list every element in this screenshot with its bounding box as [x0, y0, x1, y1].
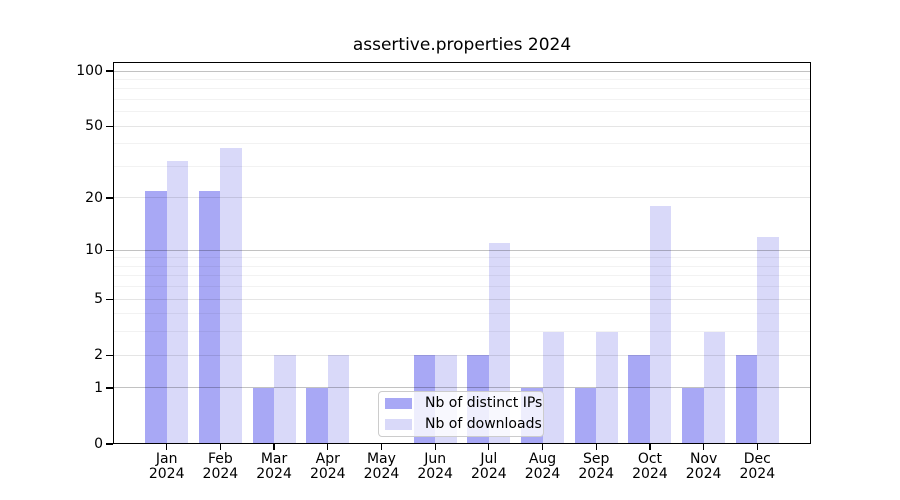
- x-tick-jul: [488, 444, 490, 450]
- bar-downloads-dec: [757, 236, 779, 444]
- x-label-year: 2024: [363, 466, 400, 482]
- x-label-month: Oct: [637, 451, 663, 467]
- bar-downloads-aug: [542, 331, 565, 444]
- y-tick-50: [106, 125, 113, 127]
- x-tick-dec: [756, 444, 758, 450]
- bar-downloads-mar: [274, 355, 296, 444]
- y-tick-label-5: 5: [94, 291, 103, 308]
- y-tick-20: [106, 197, 113, 199]
- y-tick-label-50: 50: [85, 118, 103, 135]
- x-tick-label-nov: Nov 2024: [672, 452, 736, 482]
- gridline-50: [114, 125, 810, 127]
- x-label-month: Nov: [689, 451, 718, 467]
- bar-distinct-ips-nov: [682, 387, 704, 444]
- bar-downloads-feb: [220, 147, 242, 444]
- x-tick-label-oct: Oct 2024: [618, 452, 682, 482]
- y-tick-label-20: 20: [85, 189, 103, 206]
- x-label-year: 2024: [471, 466, 507, 482]
- x-label-year: 2024: [202, 466, 239, 482]
- x-label-year: 2024: [685, 466, 722, 482]
- y-tick-label-10: 10: [85, 242, 103, 259]
- bar-distinct-ips-dec: [735, 355, 758, 444]
- bar-downloads-oct: [649, 206, 672, 444]
- bar-distinct-ips-mar: [252, 387, 275, 444]
- y-tick-label-1: 1: [94, 379, 103, 396]
- y-tick-label-2: 2: [94, 347, 103, 364]
- y-tick-10: [106, 249, 113, 251]
- x-tick-label-may: May 2024: [349, 452, 413, 482]
- x-tick-mar: [273, 444, 275, 450]
- y-tick-0: [106, 443, 113, 445]
- legend-label: Nb of downloads: [425, 416, 542, 432]
- x-tick-label-feb: Feb 2024: [188, 452, 252, 482]
- legend-swatch-downloads: [385, 419, 412, 430]
- y-tick-100: [106, 70, 113, 72]
- x-label-month: Feb: [207, 451, 233, 467]
- x-tick-feb: [219, 444, 221, 450]
- x-label-month: Mar: [260, 451, 288, 467]
- y-tick-label-100: 100: [76, 63, 103, 80]
- x-tick-label-jun: Jun 2024: [403, 452, 467, 482]
- chart-title: assertive.properties 2024: [352, 35, 572, 55]
- bar-distinct-ips-sep: [574, 387, 597, 444]
- gridline-90: [114, 78, 810, 80]
- bar-distinct-ips-oct: [628, 355, 650, 444]
- x-label-year: 2024: [578, 466, 615, 482]
- y-tick-2: [106, 354, 113, 356]
- x-tick-apr: [327, 444, 329, 450]
- gridline-40: [114, 143, 810, 145]
- x-label-year: 2024: [632, 466, 668, 482]
- bar-distinct-ips-feb: [198, 190, 221, 444]
- x-tick-jun: [434, 444, 436, 450]
- x-tick-nov: [703, 444, 705, 450]
- x-label-month: Dec: [743, 451, 771, 467]
- x-label-month: Apr: [315, 451, 340, 467]
- legend-item: Nb of downloads: [385, 416, 542, 433]
- x-tick-label-dec: Dec 2024: [725, 452, 789, 482]
- x-label-month: May: [366, 451, 396, 467]
- bar-downloads-sep: [596, 331, 618, 444]
- gridline-100: [114, 70, 810, 72]
- y-tick-label-0: 0: [94, 436, 103, 452]
- legend-label: Nb of distinct IPs: [425, 395, 543, 411]
- legend-swatch-distinct-ips: [385, 398, 412, 409]
- x-label-year: 2024: [524, 466, 561, 482]
- gridline-80: [114, 88, 810, 90]
- x-label-year: 2024: [256, 466, 292, 482]
- bar-downloads-jan: [166, 161, 189, 444]
- x-label-month: Jun: [424, 451, 447, 467]
- x-label-month: Jul: [480, 451, 498, 467]
- gridline-60: [114, 111, 810, 113]
- bar-downloads-apr: [327, 355, 350, 444]
- x-tick-label-jan: Jan 2024: [135, 452, 199, 482]
- x-label-year: 2024: [148, 466, 185, 482]
- bar-downloads-nov: [703, 331, 726, 444]
- x-label-year: 2024: [417, 466, 453, 482]
- x-tick-sep: [595, 444, 597, 450]
- gridline-30: [114, 166, 810, 167]
- x-tick-aug: [541, 444, 544, 450]
- x-label-year: 2024: [309, 466, 346, 482]
- x-tick-label-sep: Sep 2024: [564, 452, 628, 482]
- x-tick-label-mar: Mar 2024: [242, 452, 306, 482]
- gridline-70: [114, 99, 810, 101]
- legend: Nb of distinct IPs Nb of downloads: [378, 391, 544, 437]
- y-tick-1: [106, 387, 113, 389]
- x-tick-label-jul: Jul 2024: [457, 452, 521, 482]
- x-label-year: 2024: [739, 466, 776, 482]
- x-tick-may: [380, 444, 383, 450]
- x-label-month: Jan: [155, 451, 178, 467]
- bar-distinct-ips-jan: [145, 190, 167, 444]
- legend-item: Nb of distinct IPs: [385, 395, 542, 412]
- bar-distinct-ips-apr: [306, 387, 328, 444]
- x-tick-label-aug: Aug 2024: [511, 452, 575, 482]
- x-tick-oct: [649, 444, 651, 450]
- x-label-month: Aug: [528, 451, 557, 467]
- x-label-month: Sep: [583, 451, 610, 467]
- y-tick-5: [106, 298, 113, 300]
- x-tick-jan: [166, 444, 168, 450]
- x-tick-label-apr: Apr 2024: [296, 452, 360, 482]
